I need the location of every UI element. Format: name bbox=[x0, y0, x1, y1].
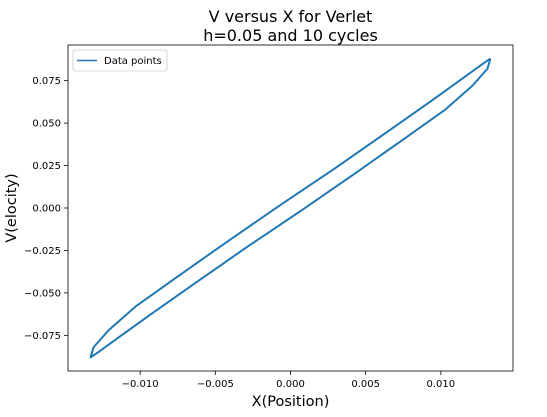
x-axis-label: X(Position) bbox=[252, 394, 330, 410]
y-tick-label: −0.025 bbox=[24, 246, 61, 257]
y-axis-label: V(elocity) bbox=[4, 173, 20, 242]
x-tick-label: 0.000 bbox=[276, 379, 305, 390]
series-layer bbox=[89, 57, 492, 359]
x-tick-label: −0.010 bbox=[122, 379, 159, 390]
y-tick-label: 0.075 bbox=[32, 76, 61, 87]
x-tick-label: 0.005 bbox=[351, 379, 380, 390]
legend: Data points bbox=[72, 49, 168, 72]
y-tick-label: 0.025 bbox=[32, 161, 61, 172]
ticks-layer: −0.010 −0.005 0.000 0.005 0.010 −0.075 −0.050 −… bbox=[24, 76, 455, 390]
y-tick-label: 0.050 bbox=[32, 119, 61, 130]
legend-box bbox=[72, 49, 168, 72]
x-tick-label: −0.005 bbox=[197, 379, 234, 390]
chart-title-line2: h=0.05 and 10 cycles bbox=[203, 26, 378, 45]
x-tick-label: 0.010 bbox=[427, 379, 456, 390]
series-line-data-points bbox=[89, 57, 492, 359]
chart-title-line1: V versus X for Verlet bbox=[208, 7, 373, 26]
legend-label: Data points bbox=[104, 56, 162, 67]
plot-area-frame bbox=[67, 44, 514, 372]
y-tick-label: −0.075 bbox=[24, 331, 61, 342]
y-tick-label: −0.050 bbox=[24, 288, 61, 299]
y-tick-label: 0.000 bbox=[32, 204, 61, 215]
